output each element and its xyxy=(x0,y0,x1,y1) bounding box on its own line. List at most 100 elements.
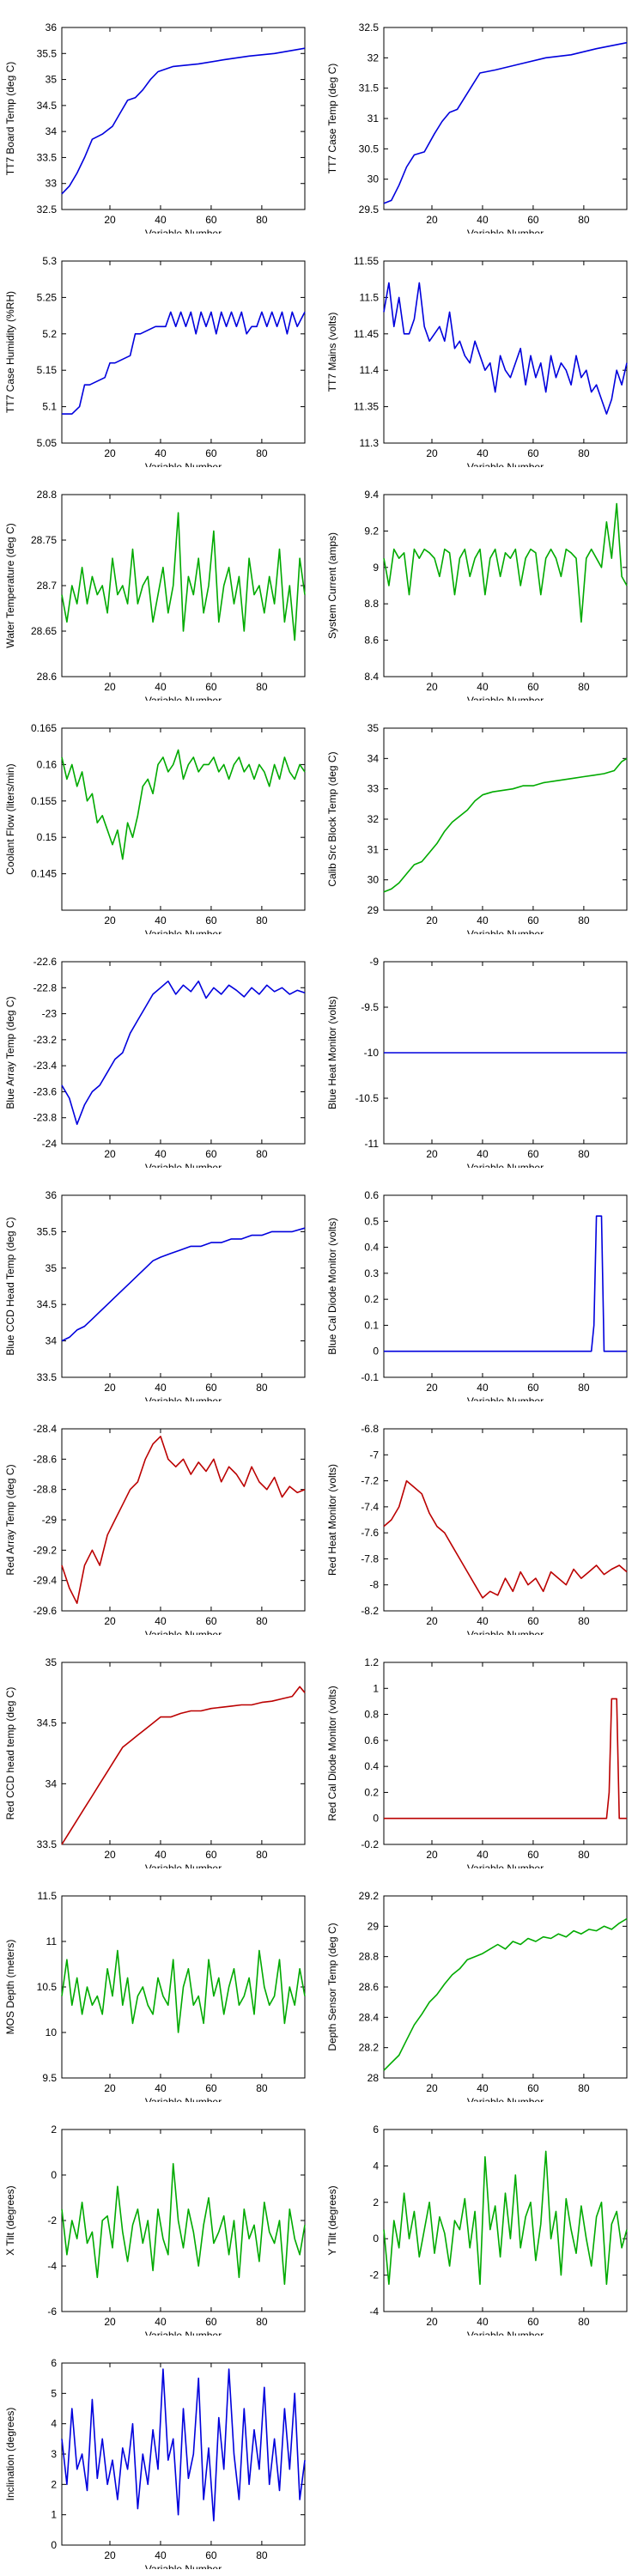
y-tick-label: 34 xyxy=(368,752,380,764)
x-tick-label: 40 xyxy=(477,1849,489,1861)
x-tick-label: 20 xyxy=(104,2082,116,2094)
y-axis-label: Red CCD head temp (deg C) xyxy=(4,1687,16,1820)
x-tick-label: 60 xyxy=(527,1615,539,1627)
x-tick-label: 20 xyxy=(104,214,116,226)
y-tick-label: 35 xyxy=(368,722,380,734)
y-tick-label: 1 xyxy=(51,2509,57,2521)
y-tick-label: 11.5 xyxy=(38,1890,58,1902)
x-tick-label: 20 xyxy=(104,447,116,459)
y-tick-label: 30.5 xyxy=(359,143,380,155)
x-tick-label: 20 xyxy=(426,2082,438,2094)
y-axis-label: TT7 Board Temp (deg C) xyxy=(4,62,16,176)
y-tick-label: -7.2 xyxy=(361,1475,379,1487)
y-tick-label: 36 xyxy=(46,21,58,33)
y-tick-label: 33.5 xyxy=(37,1838,58,1850)
x-tick-label: 80 xyxy=(256,214,268,226)
x-tick-label: 60 xyxy=(527,2082,539,2094)
y-axis-label: Y Tilt (degrees) xyxy=(326,2185,338,2255)
y-tick-label: -2 xyxy=(47,2215,57,2227)
y-tick-label: 28.6 xyxy=(359,1981,380,1993)
y-axis-label: TT7 Case Temp (deg C) xyxy=(326,64,338,174)
y-tick-label: 29.5 xyxy=(359,204,380,216)
y-tick-label: 8.4 xyxy=(364,671,379,683)
x-tick-label: 80 xyxy=(256,914,268,927)
series-line xyxy=(383,502,628,623)
x-tick-label: 40 xyxy=(155,2549,167,2561)
x-tick-label: 60 xyxy=(205,447,217,459)
y-tick-label: 0.165 xyxy=(31,722,57,734)
y-tick-label: 10 xyxy=(46,2026,58,2038)
y-tick-label: -23.8 xyxy=(33,1112,58,1124)
y-tick-label: 0.6 xyxy=(364,1735,379,1747)
x-axis-label: Variable Number xyxy=(467,1395,544,1401)
y-tick-label: 35.5 xyxy=(37,47,58,59)
x-tick-label: 40 xyxy=(477,447,489,459)
y-axis-label: Calib Src Block Temp (deg C) xyxy=(326,751,338,886)
y-tick-label: 11.3 xyxy=(360,437,380,449)
x-tick-label: 80 xyxy=(256,447,268,459)
x-tick-label: 60 xyxy=(527,914,539,927)
y-tick-label: -22.8 xyxy=(33,981,58,993)
chart-panel-16: 20 40 60 80 -0.2 0 0.2 0.4 0.6 0.8 1 1.2 Variable Nu… xyxy=(326,1656,628,1868)
axes-box xyxy=(383,260,628,444)
x-tick-label: 20 xyxy=(426,447,438,459)
x-tick-label: 40 xyxy=(155,1148,167,1160)
x-tick-label: 20 xyxy=(426,214,438,226)
x-tick-label: 40 xyxy=(477,681,489,693)
x-axis-label: Variable Number xyxy=(467,228,544,234)
series-line xyxy=(61,1435,306,1604)
x-tick-label: 80 xyxy=(256,1615,268,1627)
y-tick-label: 0 xyxy=(373,1813,379,1825)
y-axis-label: Red Cal Diode Monitor (volts) xyxy=(326,1686,338,1820)
y-tick-label: 35 xyxy=(46,1656,58,1668)
series-line xyxy=(383,282,628,415)
y-tick-label: 4 xyxy=(51,2418,57,2430)
x-tick-label: 60 xyxy=(527,214,539,226)
x-tick-label: 60 xyxy=(527,1148,539,1160)
x-tick-label: 40 xyxy=(477,914,489,927)
y-tick-label: 33 xyxy=(368,783,380,795)
x-tick-label: 60 xyxy=(205,914,217,927)
chart-panel-19: 20 40 60 80 -6 -4 -2 0 2 Variable Number X Tilt (d… xyxy=(4,2123,306,2336)
y-tick-label: -0.2 xyxy=(361,1838,379,1850)
y-tick-label: 0 xyxy=(373,1346,379,1358)
x-axis-label: Variable Number xyxy=(467,2330,544,2336)
series-line xyxy=(61,512,306,641)
y-tick-label: 0.4 xyxy=(364,1760,379,1772)
x-tick-label: 20 xyxy=(426,1382,438,1394)
axes-box xyxy=(61,27,306,210)
y-tick-label: -29.6 xyxy=(33,1605,58,1617)
x-tick-label: 60 xyxy=(205,214,217,226)
chart-panel-4: 20 40 60 80 11.3 11.35 11.4 11.45 11.5 11.55 Varia… xyxy=(326,255,628,467)
x-tick-label: 60 xyxy=(205,2316,217,2328)
x-tick-label: 80 xyxy=(256,1849,268,1861)
x-axis-label: Variable Number xyxy=(145,2330,222,2336)
x-axis-label: Variable Number xyxy=(145,1629,222,1635)
x-tick-label: 40 xyxy=(477,2316,489,2328)
series-line xyxy=(61,1227,306,1342)
y-tick-label: 9.4 xyxy=(364,489,379,501)
x-tick-label: 60 xyxy=(205,681,217,693)
x-axis-label: Variable Number xyxy=(467,2096,544,2102)
x-tick-label: 80 xyxy=(578,1849,590,1861)
y-tick-label: 2 xyxy=(51,2478,57,2490)
y-tick-label: 6 xyxy=(373,2123,379,2136)
y-tick-label: 35.5 xyxy=(37,1225,58,1237)
y-tick-label: 9.5 xyxy=(42,2072,57,2084)
y-tick-label: 30 xyxy=(368,173,380,185)
x-axis-label: Variable Number xyxy=(145,1395,222,1401)
axes-box xyxy=(383,2129,628,2312)
x-tick-label: 40 xyxy=(477,2082,489,2094)
y-axis-label: Depth Sensor Temp (deg C) xyxy=(326,1923,338,2050)
y-axis-label: Water Temperature (deg C) xyxy=(4,523,16,647)
y-tick-label: -4 xyxy=(369,2306,379,2318)
x-tick-label: 20 xyxy=(426,681,438,693)
x-tick-label: 20 xyxy=(104,681,116,693)
y-tick-label: 11 xyxy=(46,1935,58,1947)
x-tick-label: 20 xyxy=(426,1148,438,1160)
x-axis-label: Variable Number xyxy=(145,928,222,934)
x-axis-label: Variable Number xyxy=(145,1162,222,1168)
y-tick-label: 32 xyxy=(368,52,380,64)
x-tick-label: 40 xyxy=(477,1615,489,1627)
x-tick-label: 80 xyxy=(578,2316,590,2328)
